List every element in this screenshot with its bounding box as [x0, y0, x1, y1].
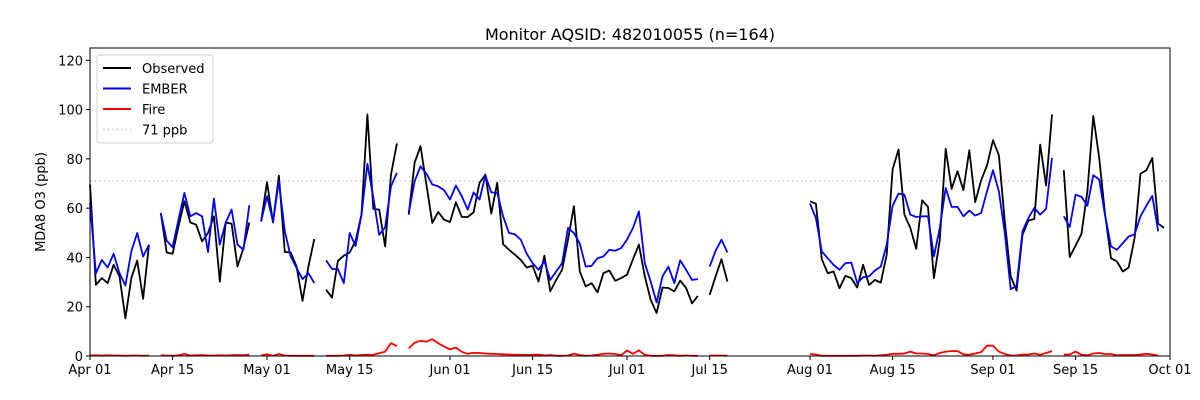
x-tick-label: Sep 15 — [1053, 363, 1098, 378]
series-line-segment-observed — [325, 113, 398, 299]
chart-title: Monitor AQSID: 482010055 (n=164) — [485, 25, 775, 44]
x-tick-label: Oct 01 — [1148, 363, 1191, 378]
y-tick-label: 40 — [66, 251, 83, 266]
series-line-segment-observed — [809, 114, 1053, 292]
legend-box — [96, 54, 214, 144]
plot-area-frame — [89, 47, 1171, 357]
series-line-segment-fire — [326, 342, 398, 357]
x-tick-label: May 01 — [243, 363, 291, 378]
y-tick-label: 100 — [58, 104, 83, 119]
series-line-segment-ember — [260, 180, 316, 284]
legend-item-fire: Fire — [103, 103, 165, 118]
legend-label: Fire — [142, 103, 165, 118]
series-ember — [89, 157, 1160, 304]
series-line-segment-observed — [407, 145, 699, 315]
x-tick-label: Apr 15 — [151, 363, 194, 378]
series-line-segment-observed — [260, 174, 316, 302]
series-line-segment-observed — [708, 258, 729, 296]
legend-label: Observed — [142, 62, 205, 77]
x-tick-label: May 15 — [326, 363, 374, 378]
legend-label: EMBER — [142, 83, 188, 98]
x-tick-label: Sep 01 — [970, 363, 1015, 378]
series-line-segment-observed — [1062, 115, 1165, 273]
x-tick-label: Jun 15 — [511, 363, 553, 378]
x-tick-label: Aug 15 — [870, 363, 916, 378]
series-line-segment-fire — [809, 344, 1053, 357]
y-tick-label: 0 — [75, 350, 83, 365]
series-fire — [89, 338, 1159, 357]
series-line-segment-ember — [89, 203, 150, 287]
series-line-segment-ember — [159, 191, 251, 253]
series-line-segment-ember — [809, 157, 1053, 291]
series-line-segment-fire — [1063, 350, 1159, 357]
x-tick-label: Apr 01 — [68, 363, 111, 378]
series-line-segment-fire — [408, 338, 698, 357]
legend-item-observed: Observed — [103, 62, 205, 77]
series-line-segment-ember — [708, 238, 729, 267]
legend: Observed EMBER Fire 71 ppb — [96, 54, 214, 144]
y-tick-label: 20 — [66, 301, 83, 316]
legend-item-ember: EMBER — [103, 83, 188, 98]
legend-label: 71 ppb — [142, 124, 187, 139]
x-tick-label: Jul 01 — [608, 363, 645, 378]
y-tick-label: 120 — [58, 54, 83, 69]
x-tick-label: Aug 01 — [787, 363, 833, 378]
series-line-segment-ember — [1063, 174, 1160, 251]
series-line-segment-observed — [89, 184, 150, 320]
y-tick-label: 60 — [66, 202, 83, 217]
legend-item-71-ppb: 71 ppb — [103, 124, 187, 139]
series-line-segment-ember — [325, 162, 398, 285]
y-axis-label: MDA8 O3 (ppb) — [34, 152, 49, 252]
series-line-segment-ember — [407, 165, 699, 304]
y-tick-label: 80 — [66, 153, 83, 168]
x-tick-label: Jul 15 — [690, 363, 727, 378]
x-tick-label: Jun 01 — [429, 363, 471, 378]
